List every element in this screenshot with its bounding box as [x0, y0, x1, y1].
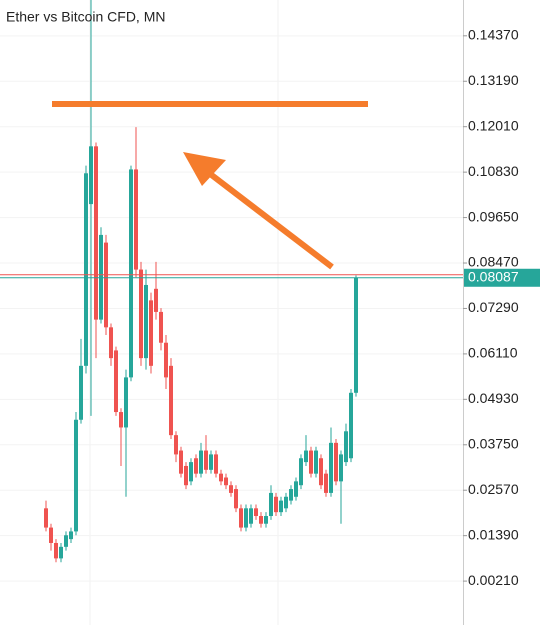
chart-title: Ether vs Bitcoin CFD, MN	[6, 9, 165, 25]
candle-body	[59, 546, 63, 559]
candle-body	[104, 242, 108, 328]
candle-body	[214, 454, 218, 474]
candle-body	[54, 542, 58, 559]
candle-body	[284, 496, 288, 509]
candle-body	[174, 435, 178, 455]
candle-body	[239, 508, 243, 528]
candle-body	[229, 485, 233, 493]
candle-body	[309, 450, 313, 474]
candle-body	[319, 458, 323, 486]
candle-body	[109, 327, 113, 359]
candle-body	[244, 508, 248, 528]
candle-body	[344, 431, 348, 463]
candle-body	[259, 516, 263, 524]
candle-body	[234, 489, 238, 509]
arrow-head	[183, 152, 226, 186]
y-tick-label: 0.00210	[468, 572, 519, 588]
candle-body	[84, 173, 88, 366]
candle-body	[169, 365, 173, 436]
candle-body	[324, 473, 328, 493]
y-tick-label: 0.13190	[468, 72, 519, 88]
y-tick-label: 0.01390	[468, 526, 519, 542]
candle-body	[339, 454, 343, 482]
candle-body	[44, 508, 48, 528]
candle-body	[314, 450, 318, 474]
candle-body	[114, 350, 118, 413]
candle-body	[194, 458, 198, 474]
y-tick-label: 0.12010	[468, 117, 519, 133]
candle-body	[279, 500, 283, 513]
candle-body	[209, 454, 213, 470]
candle-body	[74, 419, 78, 532]
candle-body	[64, 535, 68, 547]
candle-body	[299, 458, 303, 486]
y-tick-label: 0.10830	[468, 163, 519, 179]
y-tick-label: 0.03750	[468, 435, 519, 451]
candle-body	[164, 342, 168, 378]
candle-body	[334, 442, 338, 482]
candle-body	[219, 473, 223, 482]
candle-body	[349, 392, 353, 459]
candle-body	[69, 531, 73, 540]
price-badge	[464, 268, 540, 287]
candle-body	[154, 288, 158, 312]
y-tick-label: 0.04930	[468, 390, 519, 406]
candle-body	[254, 508, 258, 517]
price-badge-label: 0.08087	[468, 268, 519, 284]
candle-body	[289, 489, 293, 501]
candle-body	[199, 450, 203, 474]
candle-body	[149, 300, 153, 366]
candle-body	[189, 462, 193, 482]
y-tick-label: 0.07290	[468, 299, 519, 315]
candle-body	[79, 365, 83, 420]
candle-body	[89, 146, 93, 205]
candle-body	[354, 277, 358, 393]
plot	[0, 0, 463, 582]
y-tick-label: 0.14370	[468, 27, 519, 43]
candle-body	[144, 284, 148, 359]
candle-body	[99, 234, 103, 320]
candle-body	[94, 146, 98, 320]
candle-body	[119, 412, 123, 428]
y-tick-label: 0.08470	[468, 254, 519, 270]
drawn-arrow	[203, 167, 334, 270]
candle-body	[269, 492, 273, 517]
candle-body	[274, 496, 278, 513]
candle-body	[134, 169, 138, 270]
candle-body	[129, 169, 133, 378]
candle-body	[49, 527, 53, 543]
candle-body	[179, 450, 183, 474]
candle-body	[159, 311, 163, 343]
y-tick-label: 0.06110	[468, 345, 518, 361]
candle-body	[184, 465, 188, 486]
candle-body	[329, 442, 333, 493]
candle-body	[304, 450, 308, 463]
candle-body	[139, 269, 143, 359]
candle-body	[294, 481, 298, 497]
candle-body	[224, 477, 228, 486]
candle-body	[249, 508, 253, 524]
candle-body	[264, 516, 268, 524]
candle-body	[204, 450, 208, 470]
candle-body	[124, 377, 128, 428]
y-tick-label: 0.09650	[468, 208, 519, 224]
y-tick-label: 0.02570	[468, 481, 519, 497]
